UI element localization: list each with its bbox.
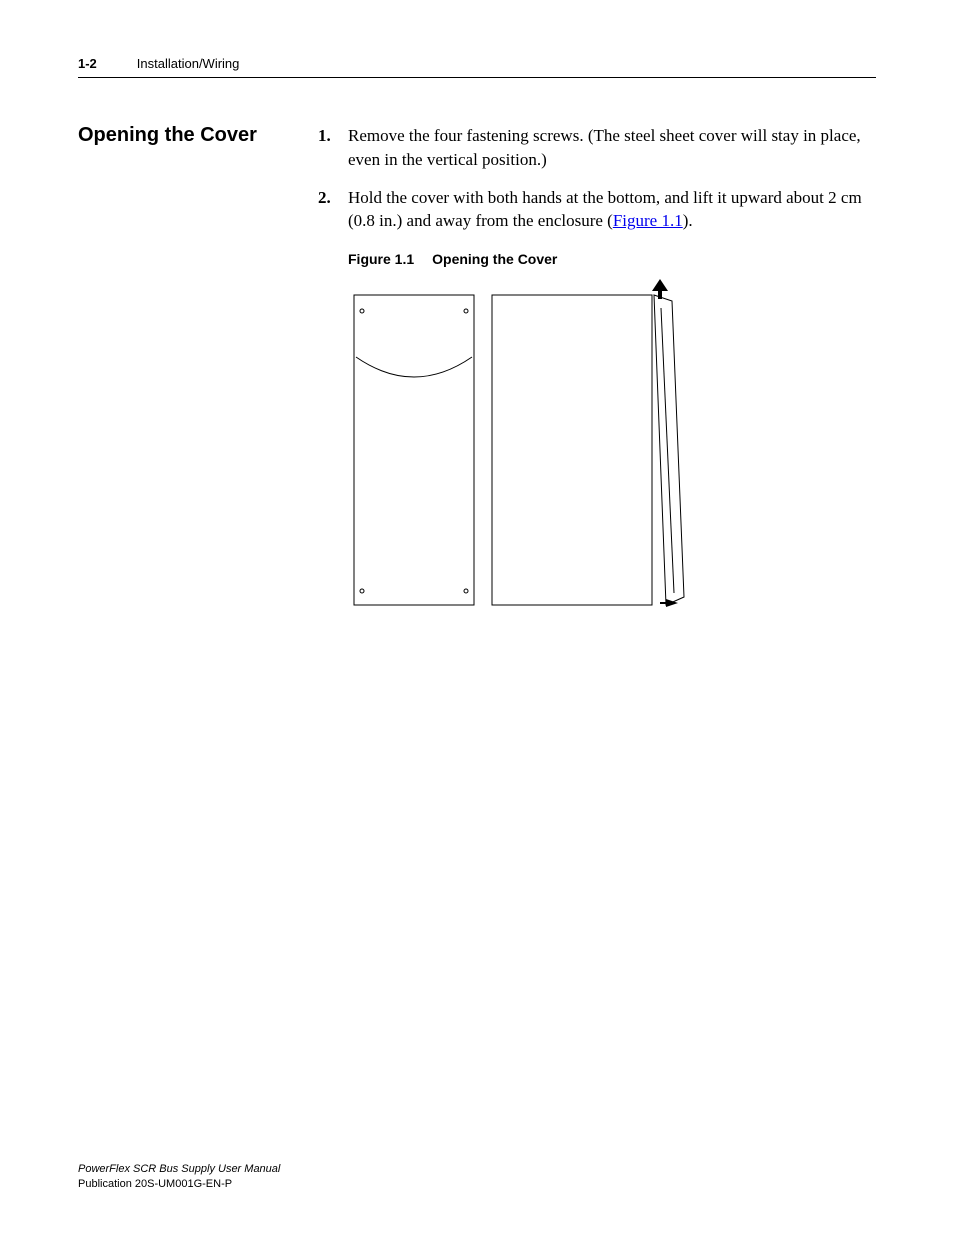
section-heading: Opening the Cover <box>78 124 318 147</box>
step-1: 1. Remove the four fastening screws. (Th… <box>318 124 876 172</box>
step-2: 2. Hold the cover with both hands at the… <box>318 186 876 234</box>
figure-title: Opening the Cover <box>432 251 557 267</box>
left-column: Opening the Cover <box>78 124 318 617</box>
page-number: 1-2 <box>78 56 97 71</box>
figure-caption: Figure 1.1 Opening the Cover <box>348 251 876 267</box>
page-footer: PowerFlex SCR Bus Supply User Manual Pub… <box>78 1162 280 1191</box>
figure-link[interactable]: Figure 1.1 <box>613 211 683 230</box>
footer-publication: Publication 20S-UM001G-EN-P <box>78 1177 280 1191</box>
right-column: 1. Remove the four fastening screws. (Th… <box>318 124 876 617</box>
step-2-number: 2. <box>318 186 348 210</box>
footer-manual-title: PowerFlex SCR Bus Supply User Manual <box>78 1162 280 1176</box>
step-1-number: 1. <box>318 124 348 148</box>
step-2-text-after: ). <box>683 211 693 230</box>
chapter-title: Installation/Wiring <box>137 56 240 71</box>
step-2-text-before: Hold the cover with both hands at the bo… <box>348 188 862 231</box>
step-1-text: Remove the four fastening screws. (The s… <box>348 124 876 172</box>
page-header: 1-2 Installation/Wiring <box>78 56 876 78</box>
figure-area <box>348 277 876 617</box>
figure-svg <box>348 277 728 612</box>
step-2-text: Hold the cover with both hands at the bo… <box>348 186 876 234</box>
page: 1-2 Installation/Wiring Opening the Cove… <box>0 0 954 1235</box>
figure-label: Figure 1.1 <box>348 251 414 267</box>
content-row: Opening the Cover 1. Remove the four fas… <box>78 124 876 617</box>
